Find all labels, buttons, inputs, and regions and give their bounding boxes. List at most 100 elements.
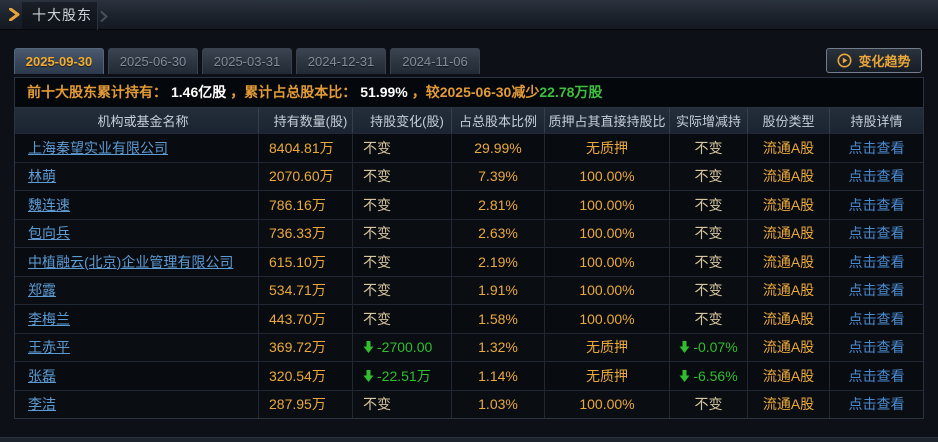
view-detail-link[interactable]: 点击查看 [848,339,905,356]
holding-change-value: -2700.00 [377,339,433,356]
summary-segment: 51.99% [360,84,408,100]
actual-change-cell: 不变 [669,390,747,418]
pledge-ratio-cell: 无质押 [544,134,669,162]
holding-change-cell: 不变 [352,162,451,190]
holding-quantity-cell: 2070.60万 [258,162,352,190]
summary-segment: 1.46亿股 [171,84,227,100]
breadcrumb-tab-bg [22,2,98,30]
holding-change-cell: 不变 [352,390,451,418]
pledge-ratio-cell: 100.00% [544,276,669,304]
total-share-ratio-cell: 7.39% [451,162,544,190]
summary-text: 前十大股东累计持有： 1.46亿股 ，累计占总股本比： 51.99% ，较2025-06… [14,77,924,107]
actual-change-cell: -6.56% [669,362,747,390]
holding-change-value: 不变 [363,168,391,185]
page-title: 十大股东 [32,7,92,23]
share-type-cell: 流通A股 [747,333,829,361]
view-detail-link[interactable]: 点击查看 [848,253,905,270]
table-row: 林萌 2070.60万 不变 7.39% 100.00% 不变 流通A股 点击查… [15,161,923,190]
date-tab-2025-03-31[interactable]: 2025-03-31 [202,48,292,74]
actual-change-value: 不变 [694,225,723,242]
holding-change-value: 不变 [363,196,391,213]
actual-change-value: 不变 [694,139,723,156]
shareholder-name-link[interactable]: 王赤平 [28,339,70,356]
view-detail-link[interactable]: 点击查看 [848,310,905,327]
breadcrumb-bar: 十大股东 [0,0,938,30]
holding-change-value: 不变 [363,396,391,413]
summary-segment: 累计占总股本比： [244,84,357,100]
share-type-cell: 流通A股 [747,362,829,390]
total-share-ratio-cell: 1.91% [451,276,544,304]
view-detail-link[interactable]: 点击查看 [848,196,905,213]
actual-change-cell: -0.07% [669,333,747,361]
holding-quantity-cell: 287.95万 [258,390,352,418]
actual-change-value: -6.56% [693,367,738,384]
table-row: 王赤平 369.72万 -2700.00 1.32% 无质押 -0.07% 流通… [15,332,923,361]
share-type-cell: 流通A股 [747,162,829,190]
date-tab-2025-06-30[interactable]: 2025-06-30 [108,48,198,74]
actual-change-cell: 不变 [669,219,747,247]
shareholder-name-link[interactable]: 李梅兰 [28,310,70,327]
holding-change-value: 不变 [363,225,391,242]
total-share-ratio-cell: 1.32% [451,333,544,361]
shareholder-name-link[interactable]: 郑露 [28,282,56,299]
holding-change-cell: -2700.00 [352,333,451,361]
actual-change-cell: 不变 [669,134,747,162]
actual-change-cell: 不变 [669,162,747,190]
table-row: 中植融云(北京)企业管理有限公司 615.10万 不变 2.19% 100.00… [15,247,923,276]
date-tab-2025-09-30[interactable]: 2025-09-30 [14,48,104,74]
total-share-ratio-cell: 29.99% [451,134,544,162]
holding-quantity-cell: 8404.81万 [258,134,352,162]
shareholder-name-link[interactable]: 张磊 [28,367,56,384]
table-row: 李洁 287.95万 不变 1.03% 100.00% 不变 流通A股 点击查看 [15,389,923,418]
summary-segment: 较2025-06-30减少 [425,84,540,100]
view-detail-link[interactable]: 点击查看 [848,139,905,156]
share-type-cell: 流通A股 [747,390,829,418]
down-arrow-icon [679,341,690,354]
shareholder-name-link[interactable]: 中植融云(北京)企业管理有限公司 [28,253,234,270]
share-type-cell: 流通A股 [747,219,829,247]
view-detail-link[interactable]: 点击查看 [848,282,905,299]
view-detail-link[interactable]: 点击查看 [848,225,905,242]
pledge-ratio-cell: 无质押 [544,362,669,390]
view-detail-link[interactable]: 点击查看 [848,396,905,413]
col-header-qty: 持有数量(股) [258,108,352,133]
table-header-row: 机构或基金名称 持有数量(股) 持股变化(股) 占总股本比例 质押占其直接持股比… [15,108,923,133]
holding-change-cell: 不变 [352,219,451,247]
actual-change-cell: 不变 [669,276,747,304]
pledge-ratio-cell: 100.00% [544,390,669,418]
table-row: 郑露 534.71万 不变 1.91% 100.00% 不变 流通A股 点击查看 [15,275,923,304]
col-header-change: 持股变化(股) [352,108,451,133]
total-share-ratio-cell: 2.81% [451,191,544,219]
holding-quantity-cell: 786.16万 [258,191,352,219]
trend-button-label: 变化趋势 [858,54,911,69]
table-row: 上海秦望实业有限公司 8404.81万 不变 29.99% 无质押 不变 流通A… [15,133,923,162]
date-tab-2024-12-31[interactable]: 2024-12-31 [296,48,386,74]
holding-change-cell: 不变 [352,191,451,219]
view-detail-link[interactable]: 点击查看 [848,367,905,384]
actual-change-cell: 不变 [669,191,747,219]
holding-change-cell: 不变 [352,248,451,276]
play-circle-icon [837,53,852,68]
down-arrow-icon [679,369,690,382]
view-detail-link[interactable]: 点击查看 [848,168,905,185]
actual-change-value: 不变 [694,396,723,413]
actual-change-value: 不变 [694,282,723,299]
holding-quantity-cell: 615.10万 [258,248,352,276]
share-type-cell: 流通A股 [747,191,829,219]
holding-quantity-cell: 534.71万 [258,276,352,304]
holding-quantity-cell: 320.54万 [258,362,352,390]
table-row: 魏连速 786.16万 不变 2.81% 100.00% 不变 流通A股 点击查… [15,190,923,219]
shareholder-name-link[interactable]: 魏连速 [28,196,70,213]
trend-button[interactable]: 变化趋势 [826,48,922,73]
date-tab-2024-11-06[interactable]: 2024-11-06 [390,48,480,74]
pledge-ratio-cell: 100.00% [544,248,669,276]
shareholder-name-link[interactable]: 李洁 [28,396,56,413]
col-header-name: 机构或基金名称 [97,114,189,129]
holding-change-value: -22.51万 [377,367,431,384]
shareholder-name-link[interactable]: 林萌 [28,168,56,185]
shareholder-name-link[interactable]: 包向兵 [28,225,70,242]
holding-change-cell: 不变 [352,276,451,304]
shareholder-name-link[interactable]: 上海秦望实业有限公司 [28,139,168,156]
footer-bar [0,437,938,442]
holding-quantity-cell: 369.72万 [258,333,352,361]
